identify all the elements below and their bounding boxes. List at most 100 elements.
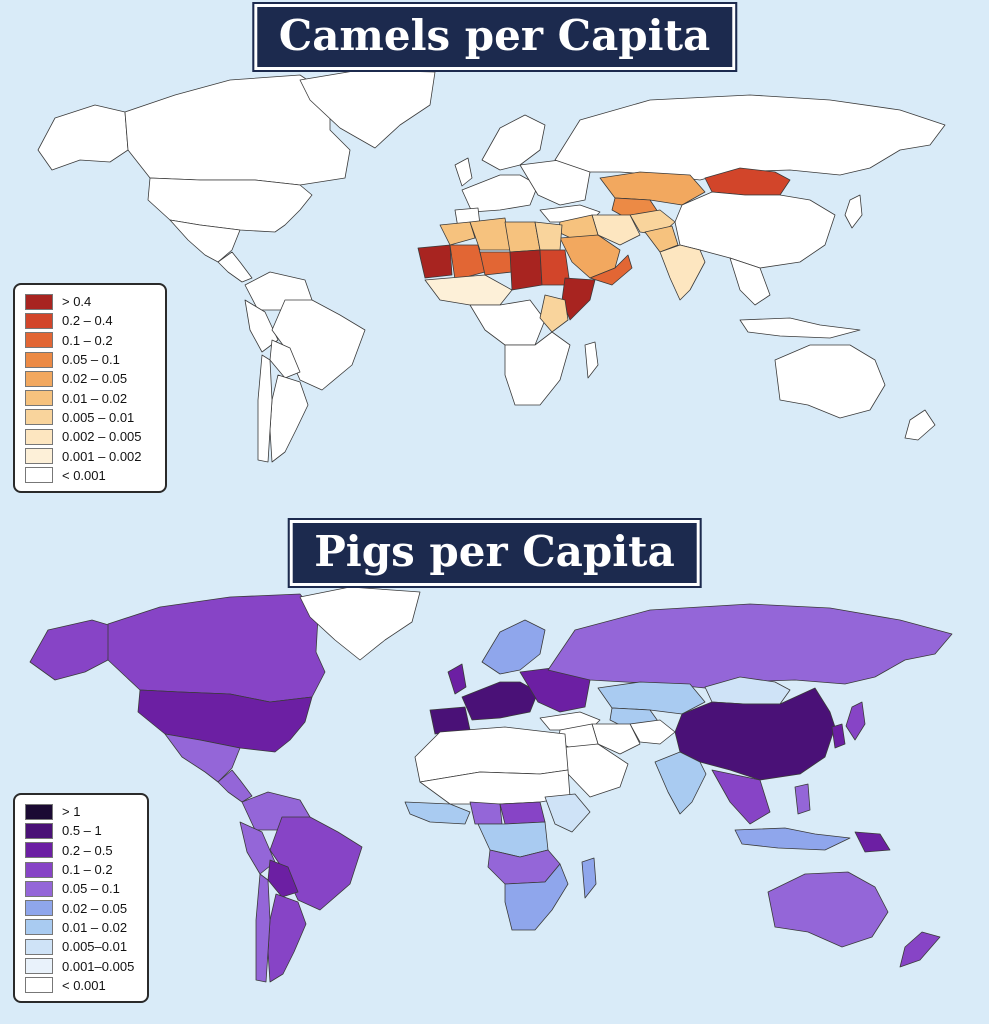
pigs-countries: [29, 586, 953, 983]
legend-label: 0.1 – 0.2: [62, 862, 113, 878]
country-chad: [509, 249, 543, 291]
country-greenland: [299, 69, 436, 149]
camels-world-map: [37, 69, 946, 463]
legend-swatch: [25, 351, 53, 368]
legend-item: 0.005 – 0.01: [25, 408, 155, 427]
country-bolivia: [267, 859, 299, 898]
country-egypt: [534, 221, 563, 251]
country-chile: [257, 354, 273, 463]
legend-label: 0.2 – 0.5: [62, 842, 113, 858]
country-uk: [454, 157, 473, 187]
country-mexico: [164, 733, 241, 783]
legend-label: < 0.001: [62, 977, 106, 993]
legend-swatch: [25, 428, 53, 445]
country-scandinavia: [481, 619, 546, 675]
country-madagascar: [581, 857, 597, 899]
country-usa: [147, 177, 313, 233]
country-niger: [479, 251, 513, 276]
country-mexico: [169, 219, 241, 263]
country-morocco: [439, 221, 476, 246]
camels-legend: > 0.4 0.2 – 0.4 0.1 – 0.2 0.05 – 0.1 0.0…: [13, 283, 167, 493]
legend-item: 0.001–0.005: [25, 956, 137, 975]
legend-item: 0.002 – 0.005: [25, 427, 155, 446]
legend-label: 0.2 – 0.4: [62, 313, 113, 329]
country-oman-yemen: [589, 254, 633, 286]
legend-item: < 0.001: [25, 976, 137, 995]
legend-item: 0.2 – 0.4: [25, 311, 155, 330]
country-scandinavia: [481, 114, 546, 171]
country-pakistan: [644, 225, 679, 253]
country-central-america: [217, 769, 253, 803]
pigs-map-panel: Pigs per Capita > 1 0.5 – 1 0.2 – 0.5 0.…: [0, 512, 989, 1024]
country-peru: [244, 299, 279, 353]
country-new-zealand: [899, 931, 941, 968]
legend-item: 0.1 – 0.2: [25, 331, 155, 350]
legend-item: 0.02 – 0.05: [25, 898, 137, 917]
country-greenland: [299, 586, 421, 661]
camels-map-title: Camels per Capita: [251, 2, 738, 72]
country-central-africa: [469, 299, 546, 346]
country-east-africa: [539, 294, 569, 333]
country-indonesia: [739, 317, 861, 339]
country-mauritania: [417, 244, 453, 279]
legend-label: 0.5 – 1: [62, 823, 102, 839]
legend-item: 0.05 – 0.1: [25, 879, 137, 898]
legend-item: 0.5 – 1: [25, 821, 137, 840]
country-west-europe: [461, 174, 539, 213]
country-russia: [547, 603, 953, 689]
legend-item: > 1: [25, 802, 137, 821]
legend-label: > 0.4: [62, 294, 92, 310]
legend-item: 0.02 – 0.05: [25, 369, 155, 388]
country-new-zealand: [904, 409, 936, 441]
legend-swatch: [25, 958, 53, 975]
country-argentina: [267, 893, 307, 983]
country-peru: [239, 821, 276, 875]
legend-swatch: [25, 390, 53, 407]
legend-label: 0.005–0.01: [62, 939, 128, 955]
legend-label: 0.01 – 0.02: [62, 390, 128, 406]
legend-swatch: [25, 977, 53, 994]
legend-label: 0.05 – 0.1: [62, 352, 120, 368]
legend-label: 0.001 – 0.002: [62, 448, 142, 464]
country-australia: [767, 871, 889, 948]
legend-swatch: [25, 803, 53, 820]
legend-label: 0.01 – 0.02: [62, 919, 128, 935]
legend-swatch: [25, 938, 53, 955]
legend-swatch: [25, 370, 53, 387]
legend-swatch: [25, 293, 53, 310]
country-alaska: [37, 104, 129, 171]
legend-label: < 0.001: [62, 467, 106, 483]
country-india: [654, 751, 707, 815]
legend-item: 0.01 – 0.02: [25, 918, 137, 937]
pigs-world-map: [29, 586, 953, 983]
country-australia: [774, 344, 886, 419]
legend-item: 0.1 – 0.2: [25, 860, 137, 879]
country-west-europe: [461, 681, 539, 721]
legend-item: < 0.001: [25, 466, 155, 485]
country-papua-new-guinea: [854, 831, 891, 853]
country-central-america: [217, 251, 253, 283]
country-canada: [107, 593, 326, 703]
country-libya: [504, 221, 541, 253]
country-india: [659, 244, 706, 301]
country-congo: [477, 821, 549, 858]
legend-swatch: [25, 332, 53, 349]
country-indonesia: [734, 827, 851, 851]
legend-label: 0.02 – 0.05: [62, 900, 128, 916]
legend-label: 0.002 – 0.005: [62, 429, 142, 445]
legend-swatch: [25, 842, 53, 859]
country-japan: [844, 194, 863, 229]
country-central-africa-rep: [499, 801, 546, 825]
country-southern-africa: [504, 331, 571, 406]
camels-map-panel: Camels per Capita > 0.4 0.2 – 0.4 0.1 – …: [13, 2, 946, 493]
legend-swatch: [25, 467, 53, 484]
country-chile: [255, 873, 271, 983]
country-afghanistan: [629, 719, 676, 745]
country-uk: [447, 663, 467, 695]
legend-label: 0.02 – 0.05: [62, 371, 128, 387]
country-west-africa: [424, 274, 513, 306]
country-russia: [554, 94, 946, 181]
country-alaska: [29, 619, 113, 681]
legend-item: 0.005–0.01: [25, 937, 137, 956]
legend-label: 0.001–0.005: [62, 958, 135, 974]
